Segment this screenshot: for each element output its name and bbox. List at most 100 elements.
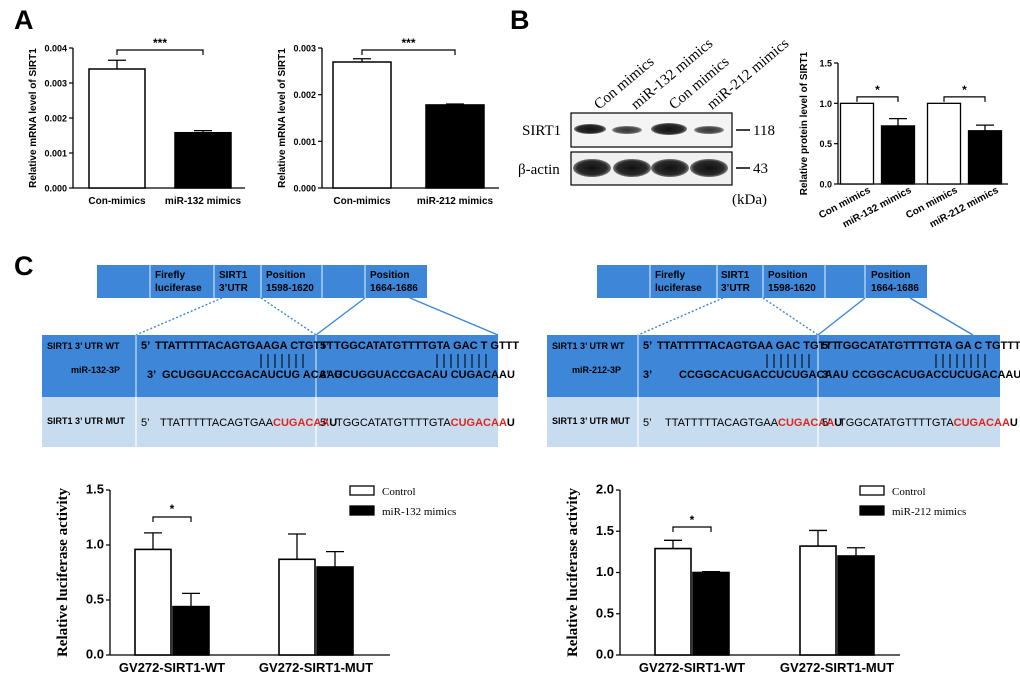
y-tick-label: 0.001 [44, 149, 67, 159]
mir-label: miR-132-3P [71, 365, 120, 375]
wt-site2-seq: TGGCATATGTTTTGTA GAC T GTTT [334, 340, 519, 352]
significance-bracket [943, 96, 986, 102]
prime-label: 3’ [822, 369, 831, 381]
bar [692, 571, 730, 656]
significance-label: *** [153, 36, 167, 50]
segment-label: luciferase [155, 283, 202, 294]
significance-label: * [170, 502, 175, 516]
mut-sequence-box [547, 397, 1000, 447]
pairing-lines [436, 354, 487, 368]
y-axis-label: Relative mRNA level of SIRT1 [277, 48, 288, 188]
pairing-lines [935, 354, 986, 368]
y-tick-label: 0.5 [819, 139, 832, 149]
bar [799, 545, 837, 656]
bar [316, 566, 354, 656]
kda-label: (kDa) [732, 192, 767, 208]
construct-diagram-mir132: Firefly luciferase SIRT1 3’UTR Position … [42, 265, 519, 447]
x-category-label: GV272-SIRT1-WT [119, 660, 225, 675]
segment-label: 1664-1686 [370, 283, 418, 294]
segment-label: luciferase [655, 283, 702, 294]
segment-label: Position [370, 270, 409, 281]
prime-label: 3’ [320, 369, 329, 381]
prime-label: 5’ [643, 417, 652, 429]
bar [172, 605, 210, 656]
construct-bar [597, 265, 927, 298]
construct-bar [97, 265, 427, 298]
bar [174, 131, 232, 189]
x-category-label: miR-212 mimics [417, 196, 494, 207]
pairing-lines [260, 354, 304, 368]
bar [88, 68, 146, 189]
panel-label-a: A [14, 5, 34, 35]
significance-bracket [361, 49, 456, 55]
segment-label: SIRT1 [219, 270, 248, 281]
mut-site1-seq: TTATTTTTACAGTGAACUGACAAU [665, 417, 842, 429]
x-category-label: miR-212 mimics [928, 185, 1001, 231]
legend-swatch [349, 485, 375, 496]
mut-site2-seq: TGGCATATGTTTTGTACUGACAAU [839, 417, 1018, 429]
y-tick-label: 0.000 [293, 184, 316, 194]
blot-band [651, 123, 687, 135]
mir-site1-seq: CCGGCACUGACCUCUGACAAU [679, 369, 848, 381]
prime-label: 3’ [643, 369, 652, 381]
chart-a2-mrna-mir212: 0.000 0.001 0.002 0.003 Relative mRNA level … [277, 36, 499, 207]
y-tick-label: 1.5 [596, 523, 614, 538]
mut-label: SIRT1 3’ UTR MUT [47, 416, 126, 426]
bar [837, 555, 875, 656]
segment-label: 3’UTR [219, 283, 249, 294]
wt-sequence-box [42, 335, 498, 397]
bar [926, 102, 962, 185]
mir-site2-seq: CCGGCACUGACCUCUGACAAU [852, 369, 1020, 381]
mw-label: 43 [753, 161, 768, 177]
wt-label: SIRT1 3’ UTR WT [552, 341, 625, 351]
legend-swatch [859, 505, 885, 516]
y-tick-label: 1.0 [819, 99, 832, 109]
blot-band [612, 126, 642, 134]
blot-band [613, 159, 651, 177]
y-tick-label: 0.003 [293, 44, 316, 54]
y-tick-label: 1.5 [819, 59, 832, 69]
legend-label: Control [892, 486, 926, 498]
y-axis-label: Relative mRNA level of SIRT1 [28, 48, 39, 188]
chart-b-protein: 0.0 0.5 1.0 1.5 Relative protein level of SI… [799, 51, 1008, 230]
blot-band [694, 126, 724, 134]
significance-bracket [116, 49, 204, 55]
panel-label-b: B [510, 5, 530, 35]
y-tick-label: 0.003 [44, 79, 67, 89]
x-category-label: GV272-SIRT1-WT [639, 660, 745, 675]
segment-label: Position [768, 270, 807, 281]
prime-label: 5’ [320, 340, 329, 352]
wt-site2-seq: TGGCATATGTTTTGTA GA C TGTTT [836, 340, 1020, 352]
western-blot: Con mimics miR-132 mimics Con mimics miR… [518, 36, 792, 208]
legend-swatch [349, 505, 375, 516]
y-axis-label: Relative luciferase activity [565, 487, 581, 657]
y-tick-label: 0.001 [293, 137, 316, 147]
mut-label: SIRT1 3’ UTR MUT [552, 416, 631, 426]
bar [839, 102, 875, 185]
bar [654, 547, 692, 656]
y-tick-label: 2.0 [596, 482, 614, 497]
mir-site2-seq: GCUGGUACCGACAU CUGACAAU [334, 369, 515, 381]
y-axis-label: Relative luciferase activity [55, 487, 71, 657]
y-tick-label: 0.5 [86, 592, 104, 607]
bar [425, 104, 485, 189]
segment-label: 3’UTR [721, 283, 751, 294]
panel-label-c: C [14, 251, 34, 281]
bar [332, 61, 392, 189]
y-tick-label: 0.000 [44, 184, 67, 194]
significance-label: * [875, 83, 880, 97]
blot-protein-label: SIRT1 [522, 123, 561, 139]
significance-bracket [672, 526, 712, 532]
prime-label: 5’ [822, 340, 831, 352]
prime-label: 3’ [147, 369, 156, 381]
blot-protein-label: β-actin [518, 162, 560, 178]
wt-label: SIRT1 3’ UTR WT [47, 341, 120, 351]
x-category-label: miR-132 mimics [841, 185, 914, 231]
y-tick-label: 0.0 [596, 647, 614, 662]
y-tick-label: 0.5 [596, 605, 614, 620]
significance-label: *** [401, 36, 415, 50]
chart-c1-luciferase-mir132: 0.0 0.5 1.0 1.5 Relative luciferase activity… [55, 482, 456, 676]
segment-label: 1664-1686 [871, 283, 919, 294]
y-tick-label: 0.004 [44, 44, 67, 54]
